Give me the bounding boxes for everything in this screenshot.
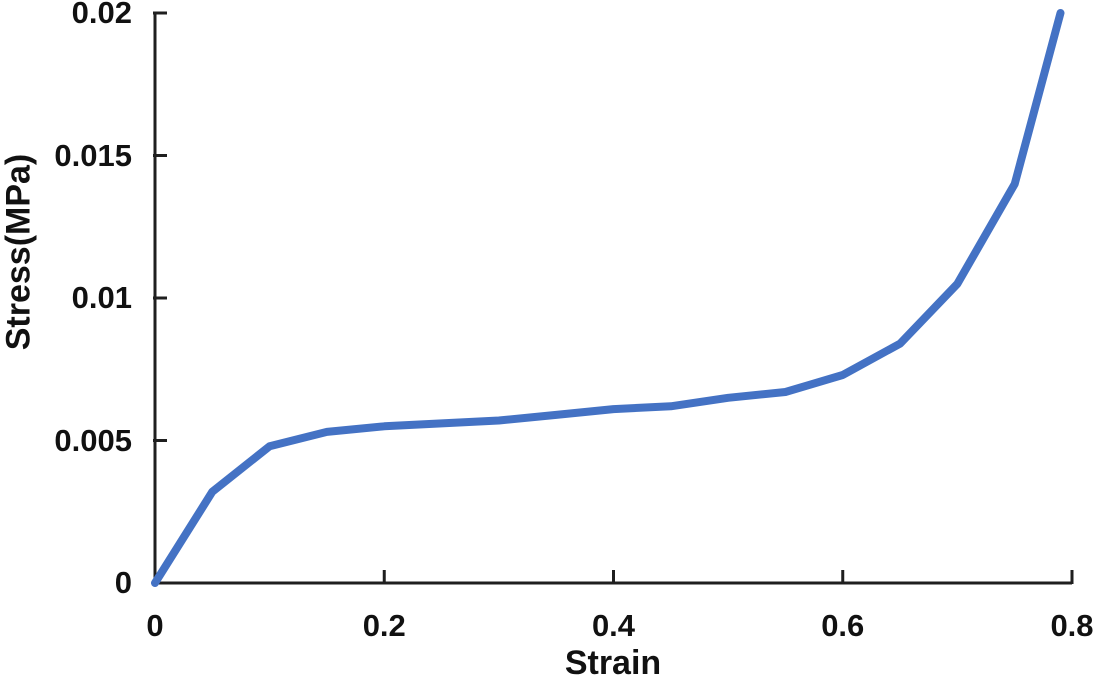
x-tick-label: 0 [146,608,164,643]
y-tick-label: 0.005 [54,422,132,458]
y-tick-label: 0.02 [71,0,132,30]
axes-lines [153,13,1072,585]
y-tick-label: 0.01 [71,280,132,315]
x-tick-label: 0.6 [821,608,865,643]
stress-strain-curve [151,9,1065,587]
y-tick-label: 0.015 [54,137,132,173]
y-axis-title: Stress(MPa) [0,153,38,351]
x-tick-label: 0.8 [1050,608,1094,643]
y-tick-label: 0 [114,565,132,600]
x-tick-label: 0.4 [591,608,636,643]
x-axis-title: Strain [564,644,662,682]
x-tick-label: 0.2 [362,608,406,643]
